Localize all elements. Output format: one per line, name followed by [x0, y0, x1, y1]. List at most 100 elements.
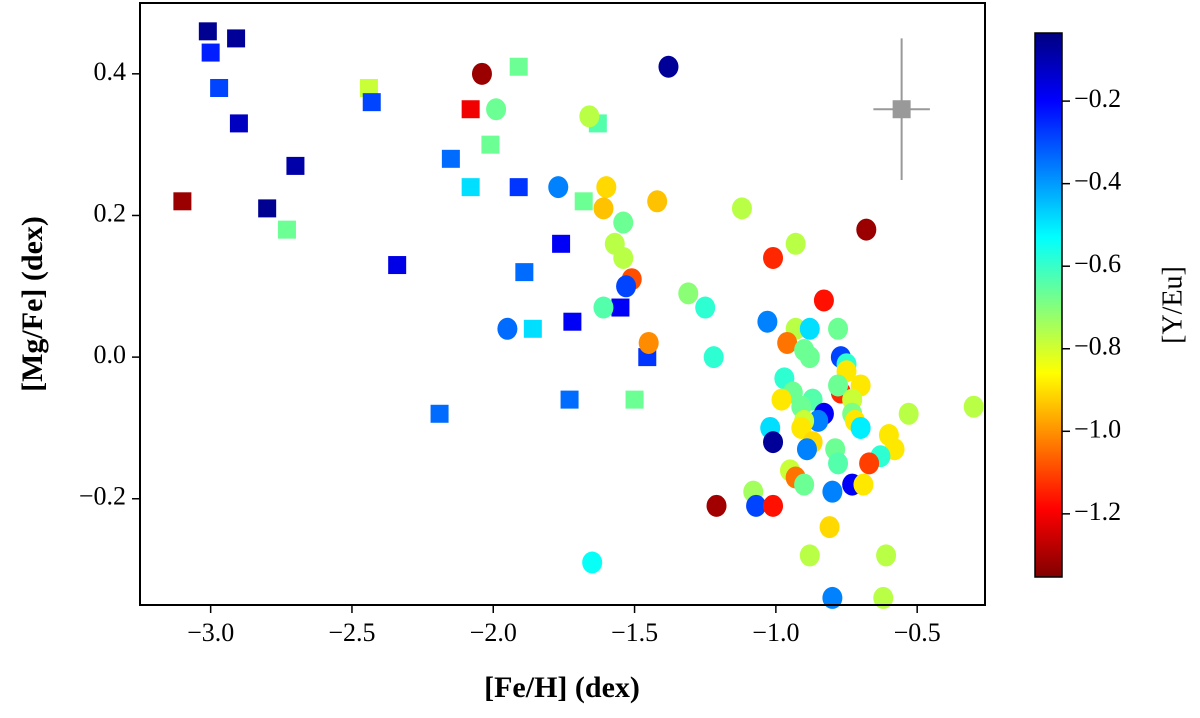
x-tick-label: −2.0: [470, 618, 517, 647]
colorbar-tick-label: −0.6: [1074, 249, 1121, 278]
colorbar-label: [Y/Eu]: [1157, 266, 1188, 344]
square-point: [461, 178, 480, 197]
square-point: [523, 319, 542, 338]
circle-point: [647, 190, 668, 213]
x-tick-label: −1.5: [611, 618, 658, 647]
square-point: [227, 29, 246, 48]
circle-point: [593, 296, 614, 319]
x-tick-label: −3.0: [187, 618, 234, 647]
circle-point: [763, 246, 784, 269]
circle-point: [853, 473, 874, 496]
circle-point: [876, 544, 897, 567]
circle-point: [799, 317, 820, 340]
square-point: [441, 149, 460, 168]
colorbar-tick-label: −0.8: [1074, 332, 1121, 361]
square-point: [286, 156, 305, 175]
circle-point: [582, 551, 603, 574]
square-point: [258, 199, 277, 218]
circle-point: [596, 176, 617, 199]
circle-point: [497, 317, 518, 340]
circle-point: [658, 55, 679, 78]
circle-point: [813, 289, 834, 312]
circle-point: [593, 197, 614, 220]
circle-point: [746, 494, 767, 517]
square-point: [173, 192, 192, 211]
circle-point: [828, 317, 849, 340]
circle-point: [878, 424, 899, 447]
circle-point: [828, 452, 849, 475]
x-tick-label: −2.5: [328, 618, 375, 647]
circle-point: [706, 494, 727, 517]
circle-point: [678, 282, 699, 305]
square-point: [574, 192, 593, 211]
circle-point: [763, 431, 784, 454]
square-point: [509, 57, 528, 76]
circle-point: [819, 516, 840, 539]
square-point: [509, 178, 528, 197]
colorbar: [1034, 32, 1063, 578]
circle-point: [796, 438, 817, 461]
colorbar-tick-label: −1.2: [1074, 497, 1121, 526]
circle-point: [548, 176, 569, 199]
circle-point: [471, 62, 492, 85]
square-point: [481, 135, 500, 154]
circle-point: [828, 374, 849, 397]
square-point: [229, 114, 248, 133]
colorbar-tick-label: −0.2: [1074, 84, 1121, 113]
circle-point: [757, 310, 778, 333]
square-point: [362, 93, 381, 112]
square-point: [359, 78, 378, 97]
circle-point: [799, 346, 820, 369]
y-tick-label: 0.0: [94, 340, 127, 369]
colorbar-tick-label: −0.4: [1074, 167, 1121, 196]
circle-point: [791, 416, 812, 439]
square-point: [611, 298, 630, 317]
square-point: [388, 256, 407, 275]
square-point: [552, 234, 571, 253]
error-point: [892, 100, 911, 119]
circle-point: [579, 105, 600, 128]
square-point: [210, 78, 229, 97]
circle-point: [486, 98, 507, 121]
y-tick-label: −0.2: [79, 482, 126, 511]
circle-point: [613, 246, 634, 269]
square-point: [515, 263, 534, 282]
y-tick-label: 0.2: [94, 198, 127, 227]
circle-point: [731, 197, 752, 220]
circle-point: [763, 494, 784, 517]
circle-point: [808, 409, 829, 432]
x-tick-label: −0.5: [894, 618, 941, 647]
square-point: [198, 22, 217, 41]
square-point: [201, 43, 220, 62]
circle-point: [898, 402, 919, 425]
square-point: [625, 390, 644, 409]
circle-point: [822, 586, 843, 609]
circle-point: [794, 473, 815, 496]
x-axis-label: [Fe/H] (dex): [484, 671, 640, 704]
square-point: [277, 220, 296, 239]
circle-point: [799, 544, 820, 567]
x-tick-label: −1.0: [752, 618, 799, 647]
square-point: [430, 404, 449, 423]
circle-point: [638, 331, 659, 354]
circle-point: [873, 586, 894, 609]
circle-point: [616, 275, 637, 298]
circle-point: [856, 218, 877, 241]
circle-point: [859, 452, 880, 475]
y-axis-label: [Mg/Fe] (dex): [16, 216, 49, 392]
circle-point: [822, 480, 843, 503]
circle-point: [850, 416, 871, 439]
square-point: [563, 312, 582, 331]
circle-point: [613, 211, 634, 234]
plot-frame: [139, 2, 986, 606]
circle-point: [695, 296, 716, 319]
circle-point: [963, 395, 984, 418]
square-point: [461, 100, 480, 119]
square-point: [560, 390, 579, 409]
y-tick-label: 0.4: [94, 57, 127, 86]
circle-point: [703, 346, 724, 369]
circle-point: [771, 388, 792, 411]
circle-point: [777, 331, 798, 354]
